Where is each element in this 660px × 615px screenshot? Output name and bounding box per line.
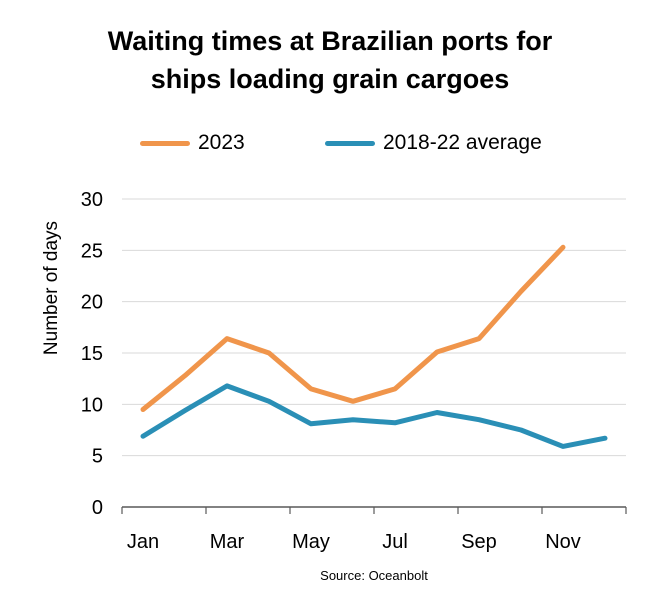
y-tick-label-15: 15 — [81, 343, 103, 365]
chart-title-line-2: ships loading grain cargoes — [150, 64, 510, 94]
series-line-2018-22-average — [140, 383, 608, 449]
series-line-2023 — [140, 244, 566, 412]
source-note: Source: Oceanbolt — [320, 568, 428, 583]
y-tick-label-0: 0 — [92, 497, 103, 519]
legend-swatch-2018-22-average — [325, 140, 375, 146]
series-lines — [140, 244, 608, 449]
x-tick-label-jul: Jul — [382, 531, 408, 553]
legend-item-2023: 2023 — [140, 131, 245, 155]
legend-label-2018-22-average: 2018-22 average — [383, 131, 542, 154]
chart-title-line-1: Waiting times at Brazilian ports for — [107, 26, 553, 56]
x-tick-label-mar: Mar — [210, 531, 245, 553]
axes — [121, 506, 627, 514]
axis-labels: 0 5 10 15 20 25 30 Jan Mar May Jul Sep Nov — [81, 189, 581, 553]
gridlines — [122, 198, 626, 457]
y-tick-label-30: 30 — [81, 189, 103, 211]
y-tick-label-5: 5 — [92, 446, 103, 468]
x-tick-label-jan: Jan — [127, 531, 159, 553]
legend-label-2023: 2023 — [198, 131, 245, 154]
x-tick-label-may: May — [292, 531, 330, 553]
y-tick-label-25: 25 — [81, 240, 103, 262]
legend-swatch-2023 — [140, 140, 190, 146]
y-tick-label-20: 20 — [81, 292, 103, 314]
legend-item-2018-22-average: 2018-22 average — [325, 131, 542, 155]
x-tick-label-nov: Nov — [545, 531, 581, 553]
x-tick-label-sep: Sep — [461, 531, 497, 553]
y-axis-label: Number of days — [41, 221, 62, 355]
y-tick-label-10: 10 — [81, 394, 103, 416]
